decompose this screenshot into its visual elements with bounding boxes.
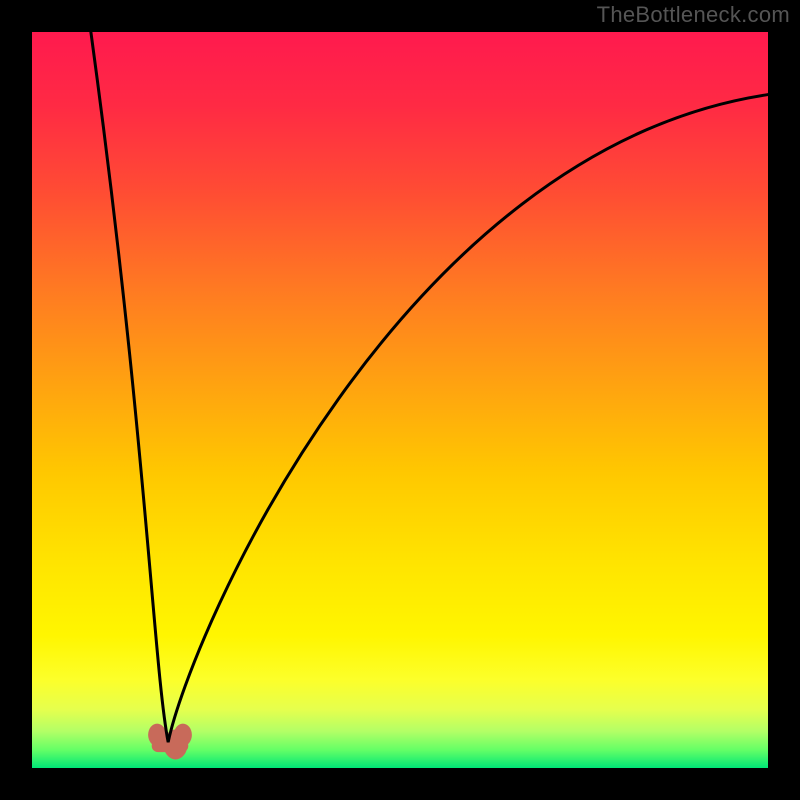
- bottleneck-curve-chart: [0, 0, 800, 800]
- chart-gradient-background: [32, 32, 768, 768]
- watermark-text: TheBottleneck.com: [597, 2, 790, 28]
- dip-marker: [148, 724, 166, 747]
- dip-marker: [174, 724, 192, 747]
- chart-canvas: TheBottleneck.com: [0, 0, 800, 800]
